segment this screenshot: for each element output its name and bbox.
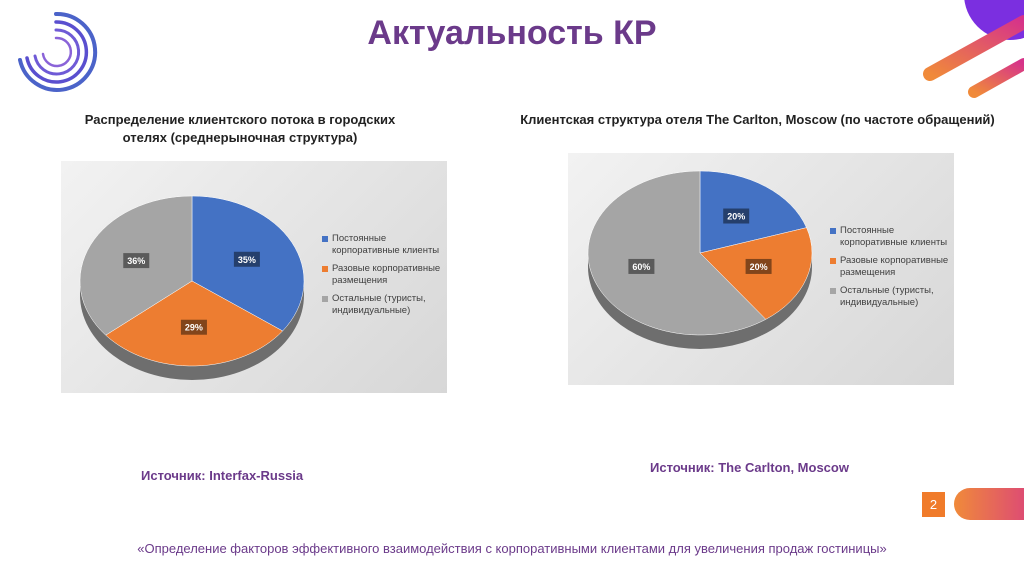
page-number: 2 [922, 492, 945, 517]
data-label: 36% [127, 256, 145, 266]
legend-label: Остальные (туристы, индивидуальные) [840, 285, 934, 308]
legend-label: Остальные (туристы, индивидуальные) [332, 293, 426, 316]
data-label: 20% [750, 262, 768, 272]
chart-2-legend: Постоянные корпоративные клиенты Разовые… [830, 225, 960, 315]
decorative-stripes [923, 0, 1024, 98]
legend-item: Остальные (туристы, индивидуальные) [830, 285, 960, 309]
chart-1-source: Источник: Interfax-Russia [141, 468, 304, 483]
legend-item: Постоянные корпоративные клиенты [830, 225, 960, 249]
legend-label: Разовые корпоративные размещения [840, 255, 949, 278]
decorative-pill [954, 488, 1024, 520]
pie-slice [699, 170, 807, 254]
legend-swatch [322, 296, 328, 302]
data-label: 29% [185, 323, 203, 333]
legend-swatch [830, 228, 836, 234]
data-label: 60% [632, 262, 650, 272]
legend-swatch [322, 236, 328, 242]
concentric-arcs-logo-icon [18, 11, 98, 92]
legend-swatch [830, 288, 836, 294]
data-label-bg [723, 208, 750, 224]
data-label-bg [123, 253, 150, 269]
data-label-bg [745, 258, 772, 274]
pie-slice [587, 170, 767, 336]
data-label-bg [180, 319, 207, 335]
footer-text: «Определение факторов эффективного взаим… [137, 541, 887, 556]
legend-item: Остальные (туристы, индивидуальные) [322, 293, 452, 317]
legend-item: Разовые корпоративные размещения [830, 255, 960, 279]
legend-label: Постоянные корпоративные клиенты [840, 225, 948, 248]
data-label: 35% [238, 255, 256, 265]
legend-swatch [322, 266, 328, 272]
legend-swatch [830, 258, 836, 264]
chart-2-title: Клиентская структура отеля The Carlton, … [520, 112, 995, 127]
data-label-bg [233, 251, 260, 267]
legend-label: Разовые корпоративные размещения [332, 263, 441, 286]
legend-item: Разовые корпоративные размещения [322, 263, 452, 287]
page-title: Актуальность КР [367, 14, 657, 52]
data-label-bg [628, 258, 655, 274]
chart-2-pie: 20% 20% 60% [587, 170, 813, 349]
legend-label: Постоянные корпоративные клиенты [332, 233, 440, 256]
data-label: 20% [727, 212, 745, 222]
chart-1-pie: 35% 29% 36% [79, 195, 305, 380]
chart-1-title: Распределение клиентского потока в город… [84, 112, 396, 145]
chart-1-legend: Постоянные корпоративные клиенты Разовые… [322, 233, 452, 323]
legend-item: Постоянные корпоративные клиенты [322, 233, 452, 257]
chart-2-source: Источник: The Carlton, Moscow [650, 460, 849, 475]
